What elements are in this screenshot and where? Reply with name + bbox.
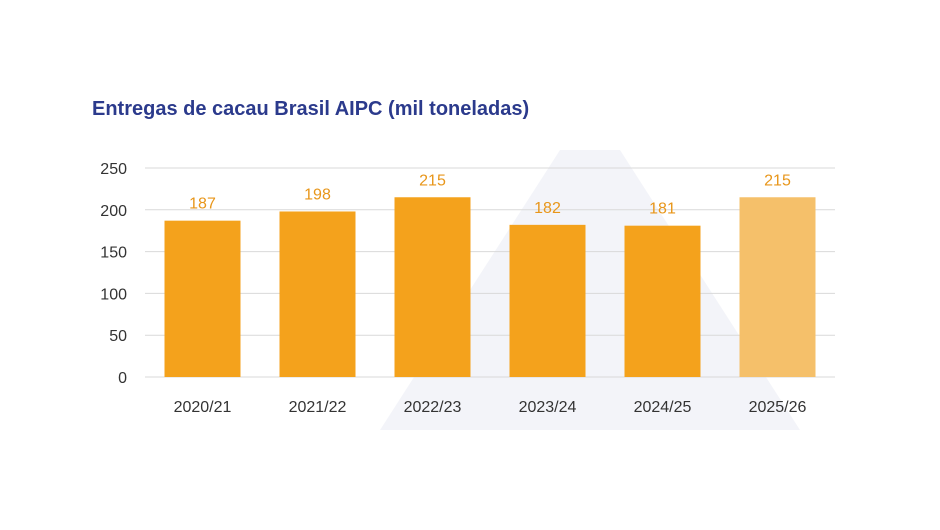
bar <box>394 197 471 377</box>
bar <box>164 220 241 377</box>
x-tick-label: 2022/23 <box>404 399 462 416</box>
data-label: 181 <box>649 201 676 218</box>
x-tick-label: 2024/25 <box>634 399 692 416</box>
y-tick-label: 0 <box>118 370 127 387</box>
data-label: 215 <box>764 172 791 189</box>
y-tick-label: 250 <box>100 161 127 178</box>
data-label: 215 <box>419 172 446 189</box>
chart-title: Entregas de cacau Brasil AIPC (mil tonel… <box>92 98 530 120</box>
y-tick-label: 50 <box>109 328 127 345</box>
data-label: 182 <box>534 200 561 217</box>
x-tick-label: 2023/24 <box>519 399 577 416</box>
bar <box>279 211 356 377</box>
y-tick-label: 100 <box>100 286 127 303</box>
bar <box>509 224 586 377</box>
bar <box>739 197 816 377</box>
x-tick-label: 2021/22 <box>289 399 347 416</box>
x-tick-label: 2020/21 <box>174 399 232 416</box>
bar <box>624 225 701 377</box>
data-label: 187 <box>189 196 216 213</box>
y-tick-label: 150 <box>100 245 127 262</box>
x-tick-label: 2025/26 <box>749 399 807 416</box>
data-label: 198 <box>304 186 331 203</box>
y-tick-label: 200 <box>100 203 127 220</box>
